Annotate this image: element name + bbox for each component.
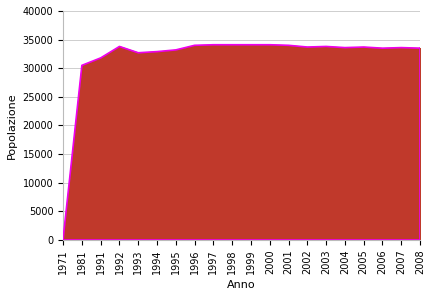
Y-axis label: Popolazione: Popolazione [7, 92, 17, 159]
X-axis label: Anno: Anno [227, 280, 256, 290]
